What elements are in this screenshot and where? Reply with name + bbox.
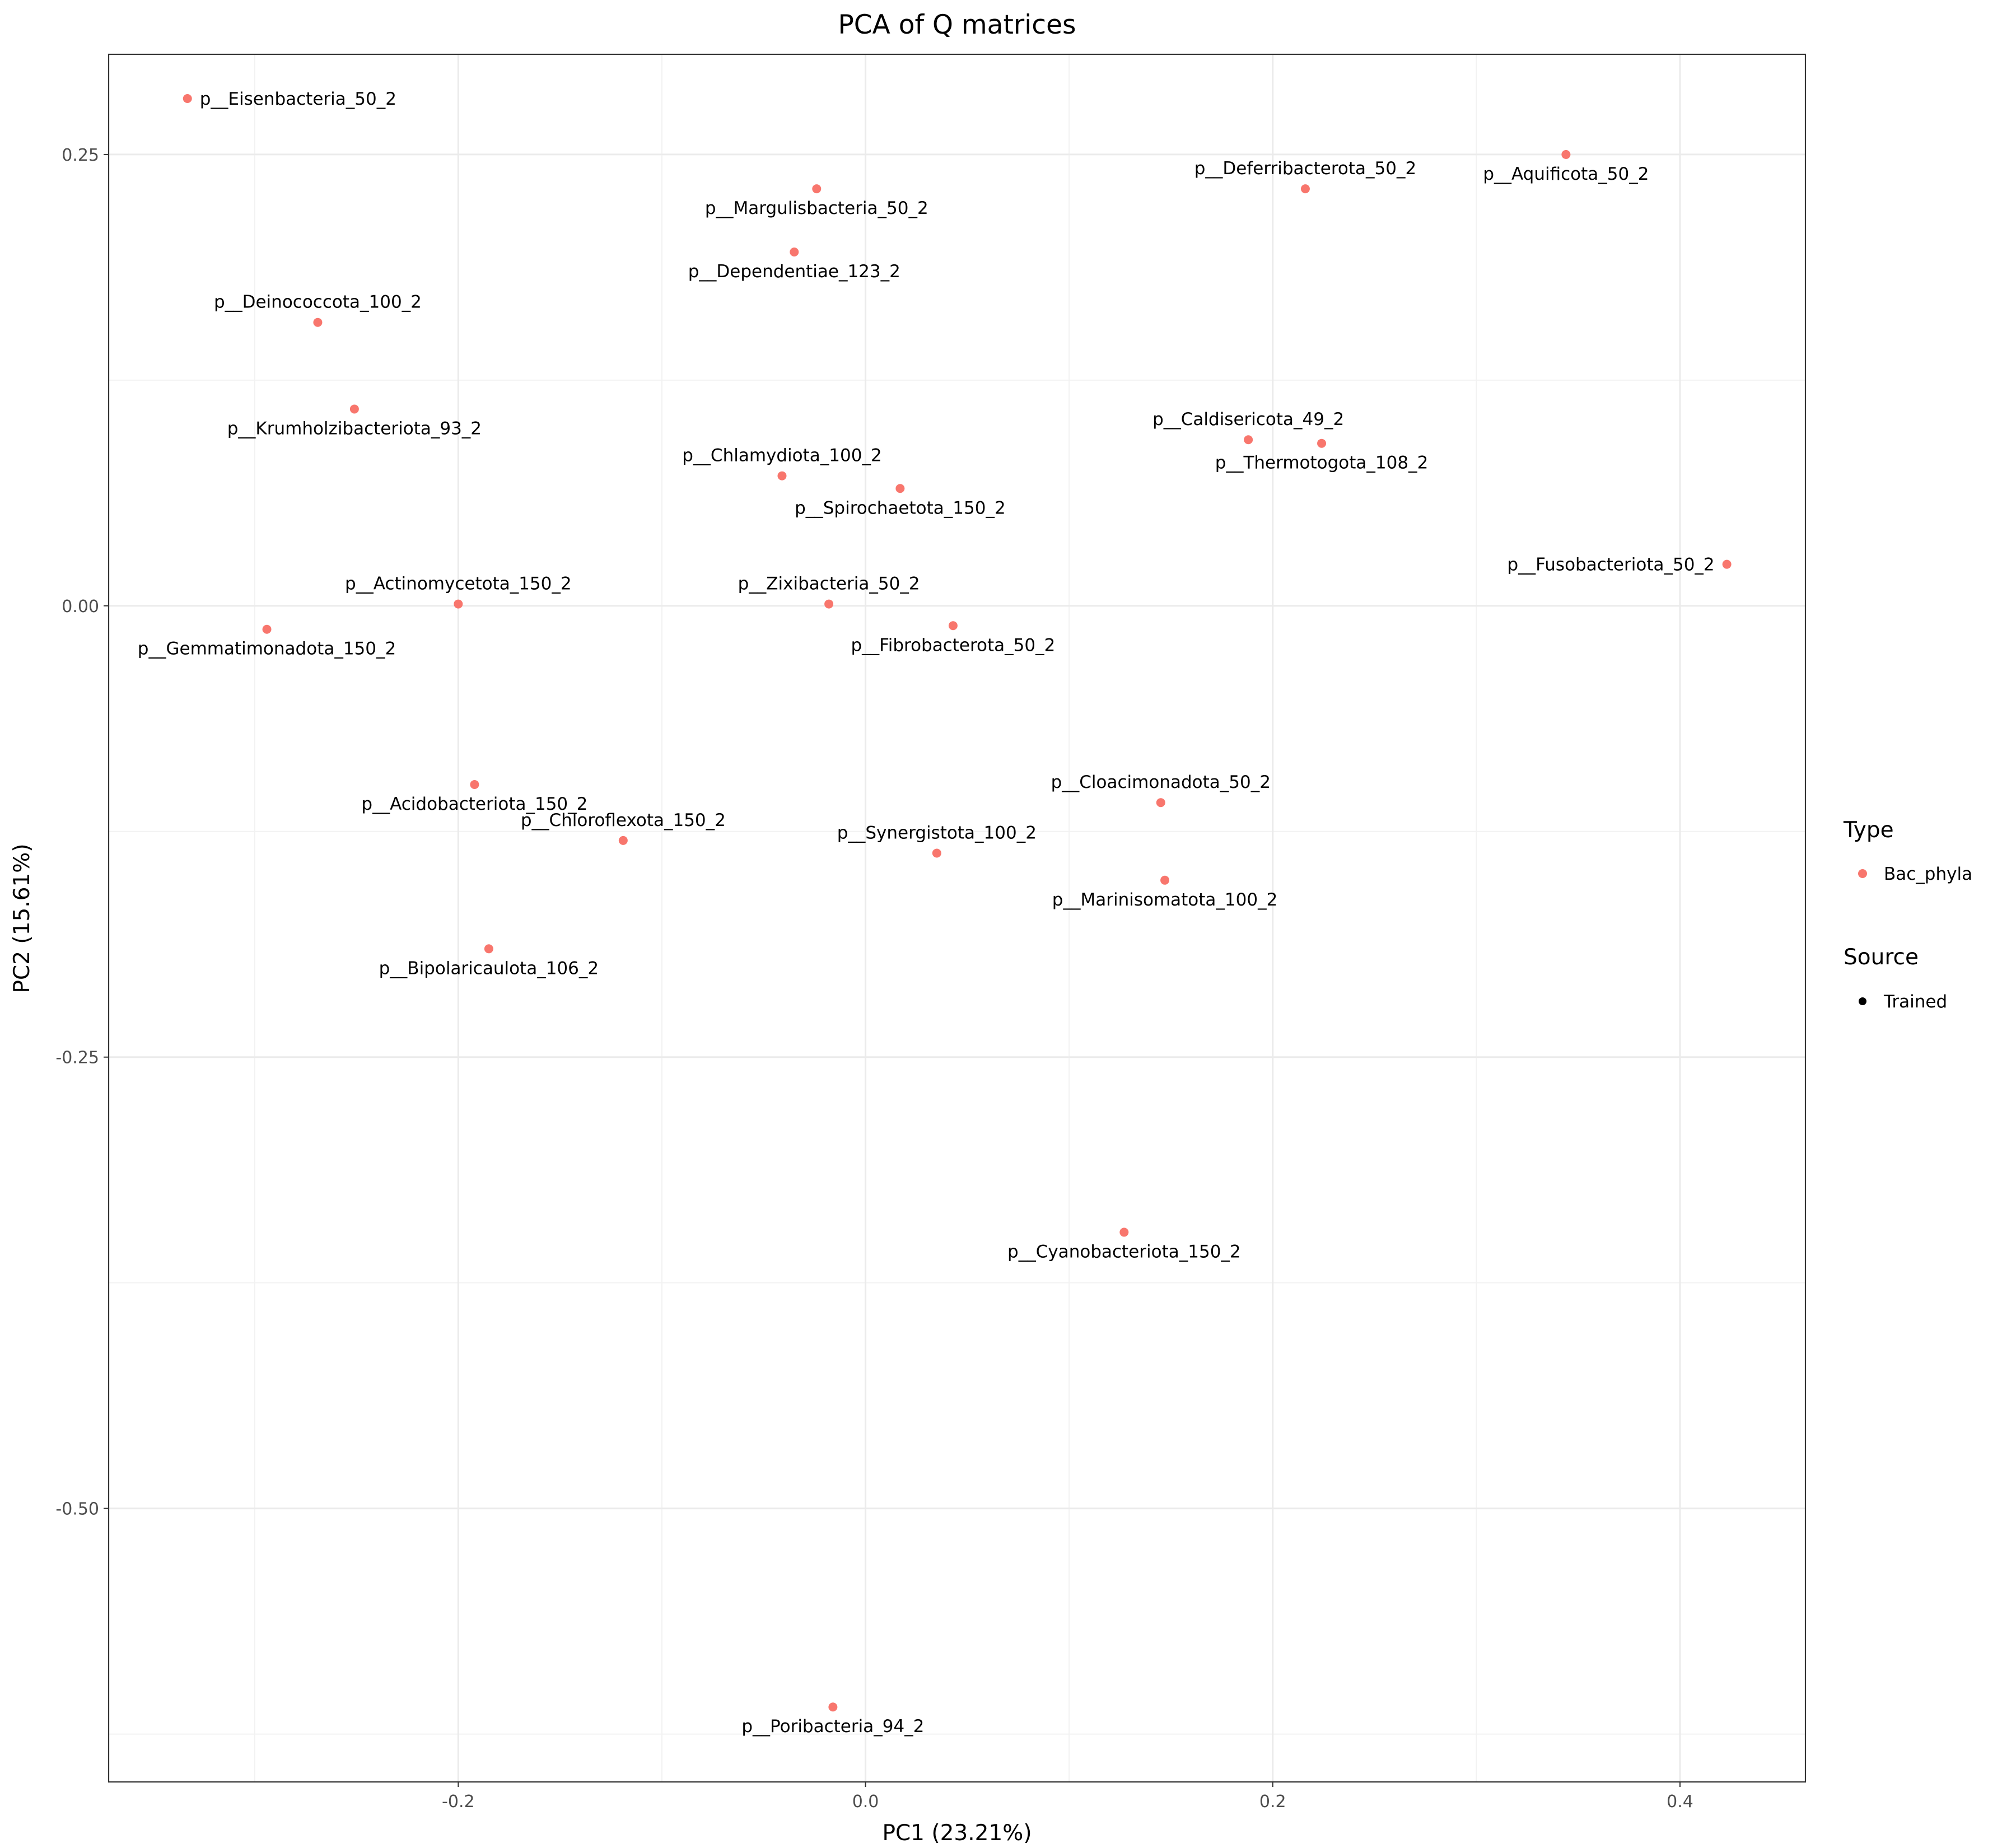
data-point-label: p__Deferribacterota_50_2 <box>1194 158 1416 179</box>
data-point <box>824 599 834 609</box>
x-tick-label: 0.0 <box>852 1792 879 1812</box>
data-point <box>1317 438 1327 448</box>
data-point-label: p__Dependentiae_123_2 <box>688 262 900 282</box>
grid-minor <box>109 54 1805 1782</box>
grid-major <box>109 54 1805 1782</box>
x-tick-label: 0.2 <box>1259 1792 1286 1812</box>
data-point-label: p__Bipolaricaulota_106_2 <box>379 958 599 978</box>
data-point <box>1160 875 1170 885</box>
legend-type-title: Type <box>1843 818 1894 843</box>
data-point <box>454 599 463 609</box>
x-tick-label: 0.4 <box>1667 1792 1693 1812</box>
data-point-label: p__Aquificota_50_2 <box>1483 164 1649 184</box>
y-tick-label: -0.25 <box>55 1048 99 1068</box>
chart-title: PCA of Q matrices <box>838 10 1076 40</box>
data-point-label: p__Fibrobacterota_50_2 <box>851 635 1055 655</box>
x-axis-title: PC1 (23.21%) <box>882 1821 1032 1846</box>
data-point-label: p__Acidobacteriota_150_2 <box>361 794 587 814</box>
data-point <box>183 94 192 103</box>
data-point <box>1119 1228 1129 1237</box>
data-point-label: p__Spirochaetota_150_2 <box>795 498 1006 518</box>
data-point <box>828 1702 838 1712</box>
data-point <box>262 624 272 634</box>
data-point-label: p__Fusobacteriota_50_2 <box>1507 555 1714 575</box>
y-tick-label: 0.00 <box>62 597 99 617</box>
plot-panel-border <box>108 53 1807 1783</box>
data-point <box>948 621 958 631</box>
legend-source-key <box>1859 997 1866 1005</box>
y-tick-label: -0.50 <box>55 1500 99 1519</box>
data-point <box>1244 435 1253 445</box>
data-point <box>1300 184 1310 194</box>
y-axis: 0.25 0.00 -0.25 -0.50 <box>55 146 109 1519</box>
data-point-label: p__Cloacimonadota_50_2 <box>1051 772 1271 792</box>
data-point-label: p__Synergistota_100_2 <box>837 823 1037 843</box>
data-point-label: p__Chlamydiota_100_2 <box>682 446 881 466</box>
data-point <box>777 471 787 480</box>
data-point-label: p__Actinomycetota_150_2 <box>345 574 572 594</box>
data-point <box>932 848 941 858</box>
data-point-label: p__Zixibacteria_50_2 <box>738 574 920 594</box>
legend-type-label: Bac_phyla <box>1884 864 1972 884</box>
data-point-label: p__Deinococcota_100_2 <box>214 292 422 312</box>
data-point-label: p__Chloroflexota_150_2 <box>521 810 726 830</box>
x-tick-label: -0.2 <box>442 1792 475 1812</box>
x-axis: -0.2 0.0 0.2 0.4 <box>442 1782 1693 1812</box>
data-point <box>313 318 323 327</box>
data-point-label: p__Margulisbacteria_50_2 <box>705 198 928 218</box>
data-point <box>484 944 493 954</box>
data-point <box>1156 798 1165 808</box>
data-point-labels: p__Eisenbacteria_50_2p__Aquificota_50_2p… <box>138 89 1715 1737</box>
data-points <box>183 94 1732 1712</box>
data-point <box>1722 559 1732 569</box>
data-point-label: p__Cyanobacteriota_150_2 <box>1007 1242 1241 1262</box>
data-point-label: p__Poribacteria_94_2 <box>741 1716 924 1737</box>
data-point-label: p__Caldisericota_49_2 <box>1152 409 1344 430</box>
legend: Type Bac_phyla Source Trained <box>1843 818 1972 1012</box>
data-point-label: p__Thermotogota_108_2 <box>1215 453 1429 473</box>
data-point <box>470 780 479 789</box>
legend-source-label: Trained <box>1883 992 1947 1012</box>
data-point-label: p__Gemmatimonadota_150_2 <box>138 639 396 659</box>
data-point-label: p__Krumholzibacteriota_93_2 <box>227 418 482 438</box>
y-tick-label: 0.25 <box>62 146 99 165</box>
data-point <box>895 484 905 493</box>
y-axis-title: PC2 (15.61%) <box>10 843 35 993</box>
legend-type-key <box>1858 869 1867 878</box>
data-point-label: p__Eisenbacteria_50_2 <box>200 89 396 109</box>
legend-source-title: Source <box>1844 945 1919 970</box>
data-point-label: p__Marinisomatota_100_2 <box>1052 890 1278 910</box>
data-point <box>790 247 799 256</box>
data-point <box>349 404 359 414</box>
data-point <box>1561 150 1571 159</box>
data-point <box>618 836 628 845</box>
data-point <box>812 184 822 194</box>
